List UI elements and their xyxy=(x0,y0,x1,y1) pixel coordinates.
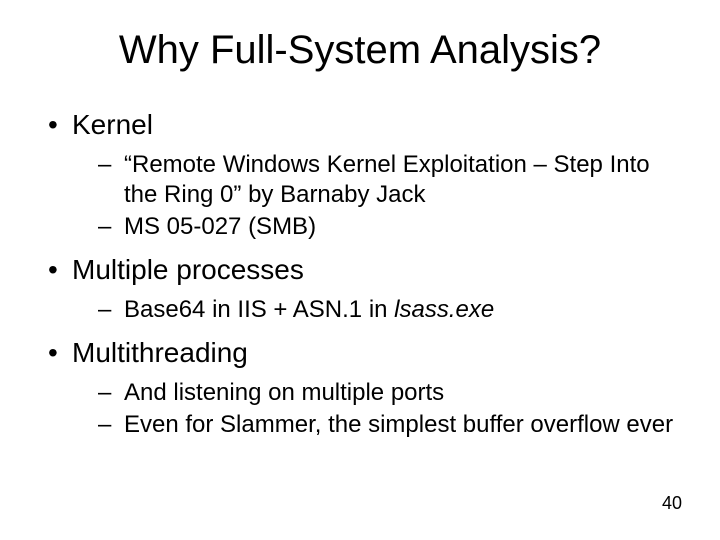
section-kernel: Kernel “Remote Windows Kernel Exploitati… xyxy=(46,107,680,242)
sub-bullet-text: MS 05-027 (SMB) xyxy=(124,213,316,240)
section-multiple-processes: Multiple processes Base64 in IIS + ASN.1… xyxy=(46,252,680,325)
sub-bullet: “Remote Windows Kernel Exploitation – St… xyxy=(46,150,680,210)
sub-bullet-text: Base64 in IIS + ASN.1 in xyxy=(124,296,394,323)
sub-bullet: Base64 in IIS + ASN.1 in lsass.exe xyxy=(46,295,680,325)
sub-bullet-text: Even for Slammer, the simplest buffer ov… xyxy=(124,411,673,438)
bullet-kernel: Kernel xyxy=(46,107,680,142)
sub-bullet-italic: lsass.exe xyxy=(394,296,494,323)
slide: Why Full-System Analysis? Kernel “Remote… xyxy=(0,0,720,540)
sub-bullet: MS 05-027 (SMB) xyxy=(46,212,680,242)
sub-bullet: And listening on multiple ports xyxy=(46,378,680,408)
slide-title: Why Full-System Analysis? xyxy=(40,28,680,73)
bullet-multithreading: Multithreading xyxy=(46,335,680,370)
section-multithreading: Multithreading And listening on multiple… xyxy=(46,335,680,440)
page-number: 40 xyxy=(662,493,682,514)
slide-content: Kernel “Remote Windows Kernel Exploitati… xyxy=(40,107,680,440)
sub-bullet: Even for Slammer, the simplest buffer ov… xyxy=(46,410,680,440)
sub-bullet-text: “Remote Windows Kernel Exploitation – St… xyxy=(124,151,650,208)
sub-bullet-text: And listening on multiple ports xyxy=(124,379,444,406)
bullet-multiple-processes: Multiple processes xyxy=(46,252,680,287)
